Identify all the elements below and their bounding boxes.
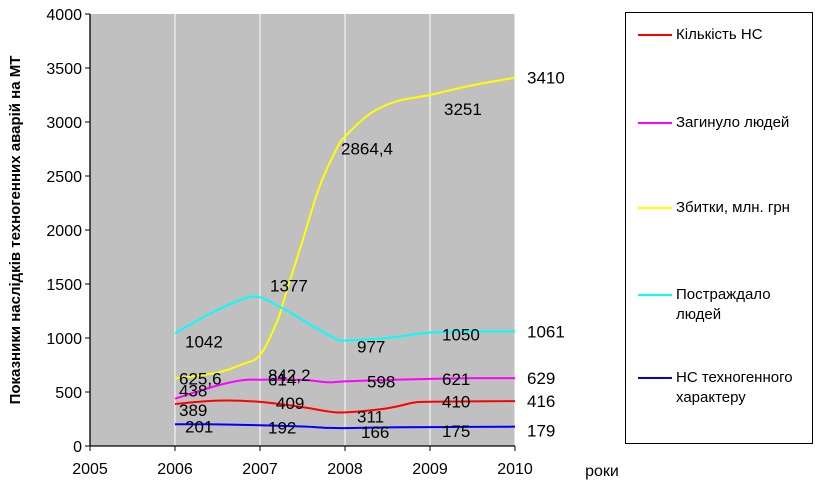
y-tick-label-4000: 4000 — [46, 7, 82, 24]
y-tick-label-500: 500 — [55, 385, 82, 402]
data-label: 409 — [276, 394, 304, 413]
data-label: 175 — [442, 422, 470, 441]
y-tick-label-2500: 2500 — [46, 169, 82, 186]
y-tick-label-3500: 3500 — [46, 61, 82, 78]
data-label: 598 — [367, 372, 395, 391]
legend-swatch — [638, 294, 672, 296]
legend-swatch — [638, 34, 672, 36]
legend-item-magenta: Загинуло людей — [638, 113, 806, 133]
data-labels: 389 409 311 410 416 438 614 598 621 629 625,6 842,2… — [179, 69, 565, 442]
data-label: 1050 — [442, 326, 480, 345]
legend-item-cyan: Постраждало людей — [638, 285, 806, 325]
legend-item-blue: НС техногенного характеру — [638, 368, 806, 408]
data-label: 3410 — [527, 69, 565, 88]
plot-area — [90, 14, 515, 446]
series-line-1 — [174, 377, 516, 400]
data-label: 977 — [357, 337, 385, 356]
legend-label: НС техногенного характеру — [676, 369, 793, 406]
axis-ticks: 2005 2006 2007 2008 2009 2010 0 500 1000 1500 2000… — [46, 7, 532, 478]
legend-item-yellow: Збитки, млн. грн — [638, 198, 806, 218]
y-tick-label-2000: 2000 — [46, 223, 82, 240]
data-label: 201 — [185, 417, 213, 436]
grid-lines — [174, 14, 516, 446]
data-label: 311 — [357, 407, 384, 426]
data-label: 621 — [442, 370, 470, 389]
y-tick-label-1000: 1000 — [46, 331, 82, 348]
series-lines — [174, 76, 516, 430]
data-label: 2864,4 — [341, 140, 393, 159]
data-label: 192 — [268, 418, 296, 437]
x-tick-label-2005: 2005 — [72, 461, 108, 478]
legend-label: Загинуло людей — [676, 114, 790, 131]
series-line-2 — [174, 76, 516, 380]
data-label: 410 — [442, 393, 470, 412]
data-label: 842,2 — [268, 366, 311, 385]
data-label: 1061 — [527, 322, 565, 341]
data-label: 614 — [268, 371, 296, 390]
data-label: 166 — [361, 423, 389, 442]
y-tick-label-1500: 1500 — [46, 277, 82, 294]
data-label: 629 — [527, 369, 555, 388]
y-tick-label-0: 0 — [73, 439, 82, 456]
legend-swatch — [638, 377, 672, 379]
legend-label: Збитки, млн. грн — [676, 199, 790, 216]
series-line-4 — [174, 423, 516, 430]
x-tick-label-2007: 2007 — [242, 461, 278, 478]
legend-swatch — [638, 207, 672, 209]
legend-label: Постраждало людей — [676, 286, 771, 323]
legend-label: Кількість НС — [676, 26, 763, 43]
x-tick-label-2006: 2006 — [157, 461, 193, 478]
y-tick-label-3000: 3000 — [46, 115, 82, 132]
data-label: 1042 — [185, 332, 223, 351]
series-line-0 — [174, 399, 516, 414]
x-tick-label-2009: 2009 — [412, 461, 448, 478]
legend-swatch — [638, 122, 672, 124]
data-label: 625,6 — [179, 369, 222, 388]
x-tick-label-2010: 2010 — [497, 461, 533, 478]
legend: Кількість НС Загинуло людей Збитки, млн.… — [625, 12, 813, 444]
data-label: 389 — [179, 401, 207, 420]
series-line-3 — [174, 295, 516, 342]
x-axis-title: роки — [585, 463, 619, 480]
data-label: 1377 — [270, 276, 308, 295]
data-label: 179 — [527, 422, 555, 441]
legend-item-red: Кількість НС — [638, 25, 806, 45]
data-label: 416 — [527, 392, 555, 411]
x-tick-label-2008: 2008 — [327, 461, 363, 478]
data-label: 438 — [179, 382, 207, 401]
y-axis-title: Показники наслідків техногенних аварій н… — [7, 56, 24, 405]
data-label: 3251 — [444, 100, 482, 119]
